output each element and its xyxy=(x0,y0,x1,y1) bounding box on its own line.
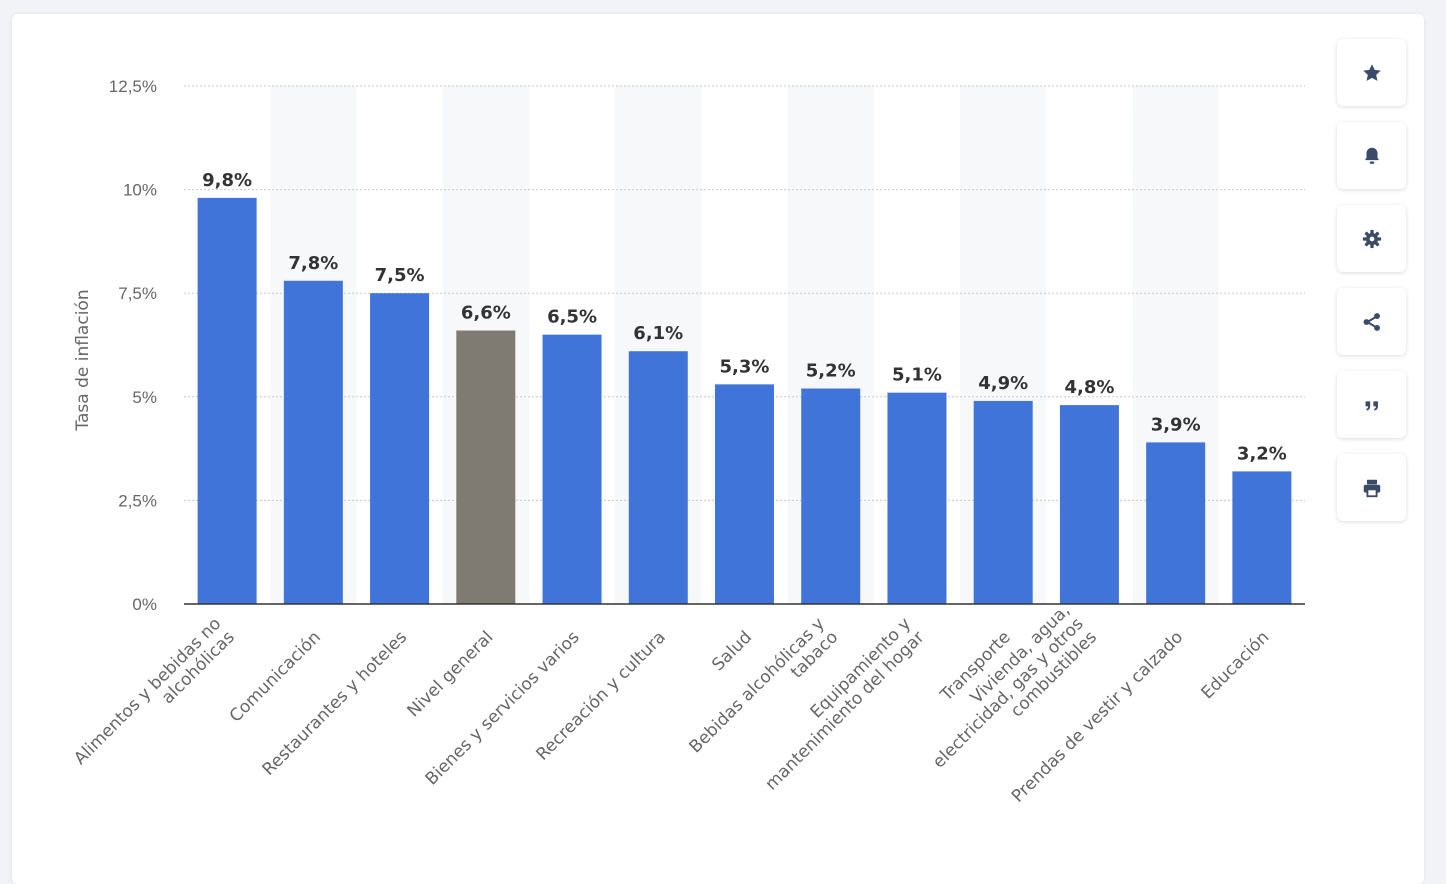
settings-button[interactable] xyxy=(1337,205,1406,272)
x-tick-label: Salud xyxy=(708,627,756,675)
bar[interactable] xyxy=(542,334,602,604)
y-tick-label: 12,5% xyxy=(109,77,157,96)
chart-toolbar xyxy=(1337,39,1406,537)
x-axis-labels: Alimentos y bebidas noalcohólicasComunic… xyxy=(70,601,1274,807)
data-label: 6,1% xyxy=(633,323,683,344)
data-label: 9,8% xyxy=(202,170,252,191)
data-label: 3,9% xyxy=(1151,414,1201,435)
data-labels: 9,8% 7,8% 7,5% 6,6% 6,5% 6,1% 5,3% 5,2% 5,1% 4,9%… xyxy=(202,170,1287,465)
y-axis-label: Tasa de inflación xyxy=(73,289,93,431)
quote-icon xyxy=(1365,400,1378,411)
favorite-button[interactable] xyxy=(1337,39,1406,106)
y-tick-label: 5% xyxy=(132,388,157,407)
cite-button[interactable] xyxy=(1337,371,1406,438)
printer-icon xyxy=(1363,479,1380,497)
bar-chart: 0% 2,5% 5% 7,5% 10% 12,5% Tasa de inflación 9… xyxy=(70,77,1305,807)
gear-icon xyxy=(1362,229,1381,248)
x-tick-label: Nivel general xyxy=(404,627,498,721)
data-label: 7,5% xyxy=(375,265,425,286)
bar[interactable] xyxy=(370,293,430,604)
x-tick-label: Bienes y servicios varios xyxy=(422,627,584,789)
share-icon xyxy=(1363,312,1380,331)
data-label: 3,2% xyxy=(1237,443,1287,464)
x-tick-label-line: Bienes y servicios varios xyxy=(422,627,584,789)
x-tick-label: Restaurantes y hoteles xyxy=(259,627,412,780)
bar[interactable] xyxy=(283,280,343,604)
y-tick-label: 0% xyxy=(132,595,157,614)
x-tick-label-line: Alimentos y bebidas no xyxy=(70,614,225,769)
data-label: 6,5% xyxy=(547,307,597,328)
data-label: 6,6% xyxy=(461,302,511,323)
x-tick-label-line: Comunicación xyxy=(226,627,325,726)
data-label: 5,2% xyxy=(806,361,856,382)
bar[interactable] xyxy=(197,197,257,604)
bar[interactable] xyxy=(628,351,688,604)
bar[interactable] xyxy=(1232,471,1292,604)
data-label: 5,3% xyxy=(720,356,770,377)
x-tick-label: Comunicación xyxy=(226,627,325,726)
bar[interactable] xyxy=(973,400,1033,604)
data-label: 5,1% xyxy=(892,365,942,386)
star-icon xyxy=(1362,63,1381,81)
bell-icon xyxy=(1364,147,1379,164)
bar[interactable] xyxy=(715,384,774,604)
x-tick-label-line: Educación xyxy=(1198,627,1274,703)
share-button[interactable] xyxy=(1337,288,1406,355)
bar[interactable] xyxy=(456,330,516,604)
chart-card: 0% 2,5% 5% 7,5% 10% 12,5% Tasa de inflación 9… xyxy=(12,14,1424,884)
x-tick-label-line: Nivel general xyxy=(404,627,498,721)
x-tick-label-line: Salud xyxy=(708,627,756,675)
bar[interactable] xyxy=(887,392,947,604)
bar[interactable] xyxy=(1146,442,1206,604)
y-tick-label: 2,5% xyxy=(118,491,157,510)
data-label: 7,8% xyxy=(288,253,338,274)
y-tick-label: 7,5% xyxy=(118,284,157,303)
x-tick-label: Educación xyxy=(1198,627,1274,703)
y-tick-label: 10% xyxy=(123,181,157,200)
data-label: 4,9% xyxy=(978,373,1028,394)
x-tick-label-line: Restaurantes y hoteles xyxy=(259,627,412,780)
bars xyxy=(197,197,1292,604)
bar[interactable] xyxy=(801,388,861,604)
notification-button[interactable] xyxy=(1337,122,1406,189)
print-button[interactable] xyxy=(1337,454,1406,521)
data-label: 4,8% xyxy=(1064,377,1114,398)
y-axis-ticks: 0% 2,5% 5% 7,5% 10% 12,5% xyxy=(109,77,157,614)
bar[interactable] xyxy=(1059,405,1119,604)
